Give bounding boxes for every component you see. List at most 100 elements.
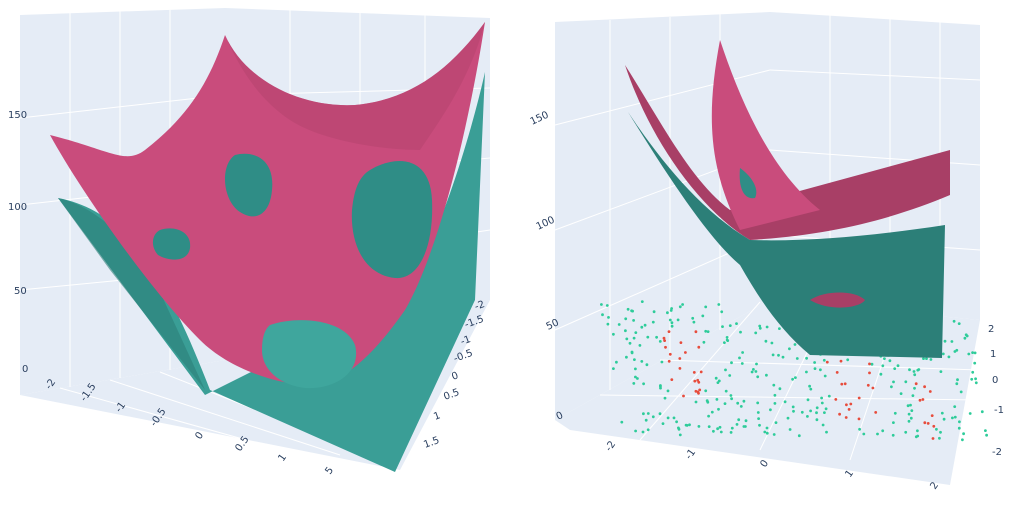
scatter-point-green xyxy=(758,326,762,330)
scatter-point-red xyxy=(930,414,934,417)
scatter-point-green xyxy=(641,430,645,434)
scatter-point-green xyxy=(744,425,747,428)
scatter-point-green xyxy=(893,411,897,415)
scatter-point-green xyxy=(755,362,758,366)
scatter-point-green xyxy=(735,322,738,325)
scatter-point-red xyxy=(840,382,844,386)
scatter-point-green xyxy=(728,324,732,327)
scatter-point-green xyxy=(797,434,801,438)
scatter-point-green xyxy=(909,416,913,420)
scatter-point-green xyxy=(728,374,732,377)
scatter-point-green xyxy=(904,380,908,384)
surface-plot-left-svg[interactable]: 150 100 50 0 -2 -1.5 -1 -0.5 0 0.5 1 5 -… xyxy=(0,0,510,502)
x-tick-7: 5 xyxy=(323,465,336,477)
scatter-point-green xyxy=(777,353,780,357)
scatter-point-green xyxy=(822,358,826,362)
scatter-point-green xyxy=(858,427,861,431)
scatter-point-red xyxy=(662,336,666,340)
scatter-point-red xyxy=(679,341,683,344)
scatter-point-green xyxy=(791,377,794,381)
surface-plot-right-svg[interactable]: 150 100 50 0 -2 -1 0 1 2 -2 -1 0 1 2 xyxy=(510,0,1020,502)
scatter-point-green xyxy=(763,430,767,434)
scatter-point-green xyxy=(929,358,933,361)
scatter-point-green xyxy=(973,361,977,365)
scatter-point-red xyxy=(845,403,848,407)
scatter-point-green xyxy=(668,318,672,322)
scatter-point-red xyxy=(667,359,671,363)
y-tick-2: -1 xyxy=(459,334,472,348)
scatter-point-green xyxy=(783,400,787,404)
scatter-point-green xyxy=(634,367,637,371)
surface-plot-left[interactable]: 150 100 50 0 -2 -1.5 -1 -0.5 0 0.5 1 5 -… xyxy=(0,0,510,502)
y-ticks: -2 -1.5 -1 -0.5 0 0.5 1 1.5 xyxy=(422,299,486,451)
scatter-point-green xyxy=(636,377,639,380)
x-tick-4: 0 xyxy=(193,430,206,442)
scatter-point-green xyxy=(707,414,710,418)
z-ticks: 150 100 50 0 xyxy=(8,110,28,375)
scatter-point-green xyxy=(659,386,662,390)
scatter-point-green xyxy=(778,327,781,330)
scatter-point-green xyxy=(805,370,808,374)
scatter-point-green xyxy=(974,377,977,381)
scatter-point-green xyxy=(815,406,819,410)
scatter-point-green xyxy=(643,323,647,327)
scatter-point-green xyxy=(652,310,656,314)
scatter-point-green xyxy=(720,310,724,314)
scatter-point-red xyxy=(918,398,922,402)
scatter-point-green xyxy=(939,430,942,434)
scatter-point-green xyxy=(917,368,921,371)
scatter-point-green xyxy=(739,405,743,408)
scatter-point-green xyxy=(736,401,740,405)
y-tick-4: 0 xyxy=(450,370,460,383)
scatter-point-green xyxy=(704,329,708,333)
scatter-point-green xyxy=(935,427,938,431)
scatter-point-red xyxy=(697,345,701,349)
scatter-point-green xyxy=(956,378,959,382)
scatter-point-green xyxy=(642,412,645,416)
scatter-point-green xyxy=(800,410,804,414)
scatter-point-green xyxy=(911,394,915,397)
scatter-point-green xyxy=(646,428,650,432)
scatter-point-green xyxy=(666,416,670,420)
scatter-point-green xyxy=(973,351,977,355)
scatter-point-red xyxy=(697,391,700,395)
scatter-point-green xyxy=(729,394,733,397)
surface-plot-right[interactable]: 150 100 50 0 -2 -1 0 1 2 -2 -1 0 1 2 xyxy=(510,0,1020,502)
scatter-point-green xyxy=(615,360,618,364)
z-tick-150: 150 xyxy=(8,110,27,121)
scatter-point-red xyxy=(926,422,930,425)
scatter-point-green xyxy=(892,380,895,384)
scatter-point-red xyxy=(923,421,927,425)
surface-pink-back xyxy=(625,65,950,240)
scatter-point-green xyxy=(765,325,769,329)
scatter-point-green xyxy=(645,363,649,367)
scatter-point-red xyxy=(682,394,685,398)
scatter-point-green xyxy=(717,303,721,306)
scatter-point-green xyxy=(971,370,975,374)
scatter-point-green xyxy=(922,357,925,360)
scatter-point-green xyxy=(909,403,912,407)
scatter-point-green xyxy=(632,336,636,340)
scatter-point-red xyxy=(678,367,682,370)
scatter-point-green xyxy=(605,304,609,307)
scatter-point-green xyxy=(600,303,603,306)
z-tick-150: 150 xyxy=(529,110,551,128)
scatter-point-green xyxy=(632,382,636,385)
scatter-point-green xyxy=(681,303,684,306)
scatter-point-green xyxy=(870,362,874,366)
z-tick-0: 0 xyxy=(22,364,28,375)
scatter-point-red xyxy=(664,345,667,349)
scatter-point-green xyxy=(813,361,816,364)
x-tick-4: 2 xyxy=(928,480,941,492)
scatter-point-green xyxy=(965,334,969,338)
scatter-point-green xyxy=(825,430,828,434)
surface-hole-pink xyxy=(810,292,865,308)
scatter-point-green xyxy=(756,401,760,405)
scatter-point-green xyxy=(651,320,655,324)
scatter-point-green xyxy=(717,407,720,411)
scatter-point-green xyxy=(754,370,758,373)
scatter-point-green xyxy=(773,402,777,405)
scatter-point-green xyxy=(624,317,628,321)
y-tick-4: 2 xyxy=(988,324,994,335)
scatter-point-green xyxy=(912,370,916,373)
